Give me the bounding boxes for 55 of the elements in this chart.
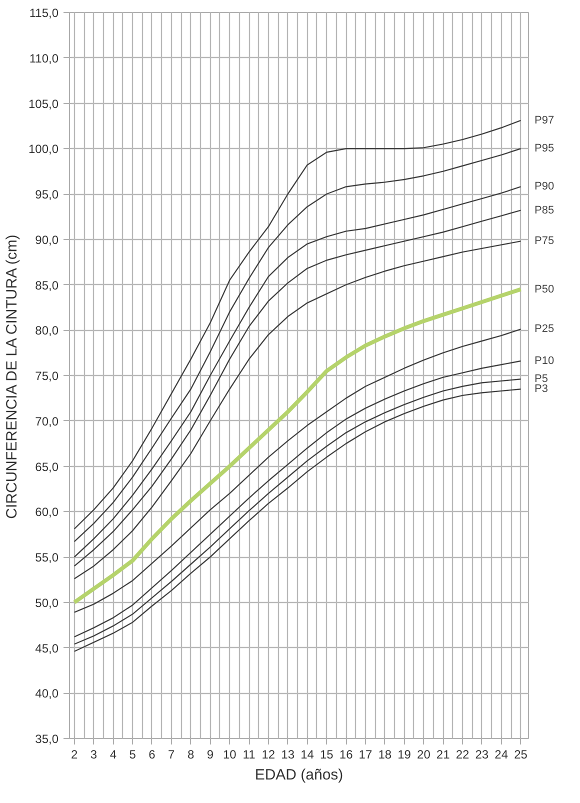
x-tick-label: 12 bbox=[262, 748, 276, 762]
x-tick-label: 2 bbox=[71, 748, 78, 762]
x-axis-title: EDAD (años) bbox=[254, 766, 344, 784]
y-tick-label: 40,0 bbox=[35, 686, 59, 701]
x-tick-label: 3 bbox=[90, 748, 98, 762]
y-tick-label: 60,0 bbox=[35, 505, 59, 520]
y-tick-label: 55,0 bbox=[35, 550, 59, 564]
y-tick-label: 75,0 bbox=[35, 369, 59, 383]
line-series bbox=[74, 328, 522, 613]
x-tick-label: 21 bbox=[436, 748, 450, 762]
line-series bbox=[72, 287, 523, 604]
series-label: P50 bbox=[534, 283, 554, 296]
x-tick-label: 15 bbox=[320, 748, 334, 762]
y-tick-label: 115,0 bbox=[29, 6, 59, 20]
x-tick-label: 5 bbox=[129, 748, 136, 762]
x-tick-label: 23 bbox=[475, 748, 489, 762]
x-tick-label: 16 bbox=[339, 748, 354, 762]
y-tick-label: 95,0 bbox=[35, 188, 59, 202]
x-tick-label: 20 bbox=[417, 748, 431, 762]
series-label: P5 bbox=[534, 373, 548, 386]
x-tick-label: 14 bbox=[300, 748, 314, 762]
y-tick-label: 65,0 bbox=[35, 460, 59, 474]
series-label: P90 bbox=[534, 180, 554, 193]
x-tick-label: 9 bbox=[206, 748, 214, 762]
y-tick-label: 50,0 bbox=[35, 596, 59, 610]
x-tick-label: 22 bbox=[456, 748, 470, 762]
x-tick-label: 19 bbox=[398, 748, 412, 762]
x-tick-label: 17 bbox=[358, 748, 372, 762]
y-tick-label: 70,0 bbox=[35, 414, 59, 428]
y-tick-label: 90,0 bbox=[35, 232, 59, 247]
y-axis-title: CIRCUNFERENCIA DE LA CINTURA (cm) bbox=[3, 234, 20, 519]
x-tick-label: 8 bbox=[187, 748, 194, 762]
y-tick-label: 80,0 bbox=[35, 324, 59, 338]
series-label: P95 bbox=[534, 142, 554, 155]
y-tick-label: 85,0 bbox=[35, 278, 59, 292]
x-tick-label: 13 bbox=[281, 748, 295, 762]
x-tick-label: 7 bbox=[168, 748, 176, 762]
series-label: P3 bbox=[534, 383, 548, 396]
series-label: P25 bbox=[534, 323, 554, 336]
series-label: P10 bbox=[534, 354, 554, 367]
x-tick-label: 24 bbox=[494, 748, 508, 762]
x-tick-label: 4 bbox=[110, 748, 117, 762]
x-tick-label: 11 bbox=[242, 748, 256, 762]
x-tick-label: 18 bbox=[378, 748, 392, 762]
series-label: P97 bbox=[534, 114, 554, 126]
x-tick-label: 6 bbox=[148, 748, 156, 762]
y-tick-label: 35,0 bbox=[35, 732, 59, 746]
y-tick-label: 105,0 bbox=[28, 96, 59, 111]
series-label: P75 bbox=[534, 235, 554, 248]
y-tick-label: 100,0 bbox=[28, 142, 59, 156]
x-tick-label: 25 bbox=[514, 748, 528, 762]
y-tick-label: 110,0 bbox=[29, 51, 59, 66]
x-tick-label: 10 bbox=[222, 748, 237, 762]
y-tick-label: 45,0 bbox=[35, 641, 59, 656]
series-label: P85 bbox=[534, 204, 554, 216]
